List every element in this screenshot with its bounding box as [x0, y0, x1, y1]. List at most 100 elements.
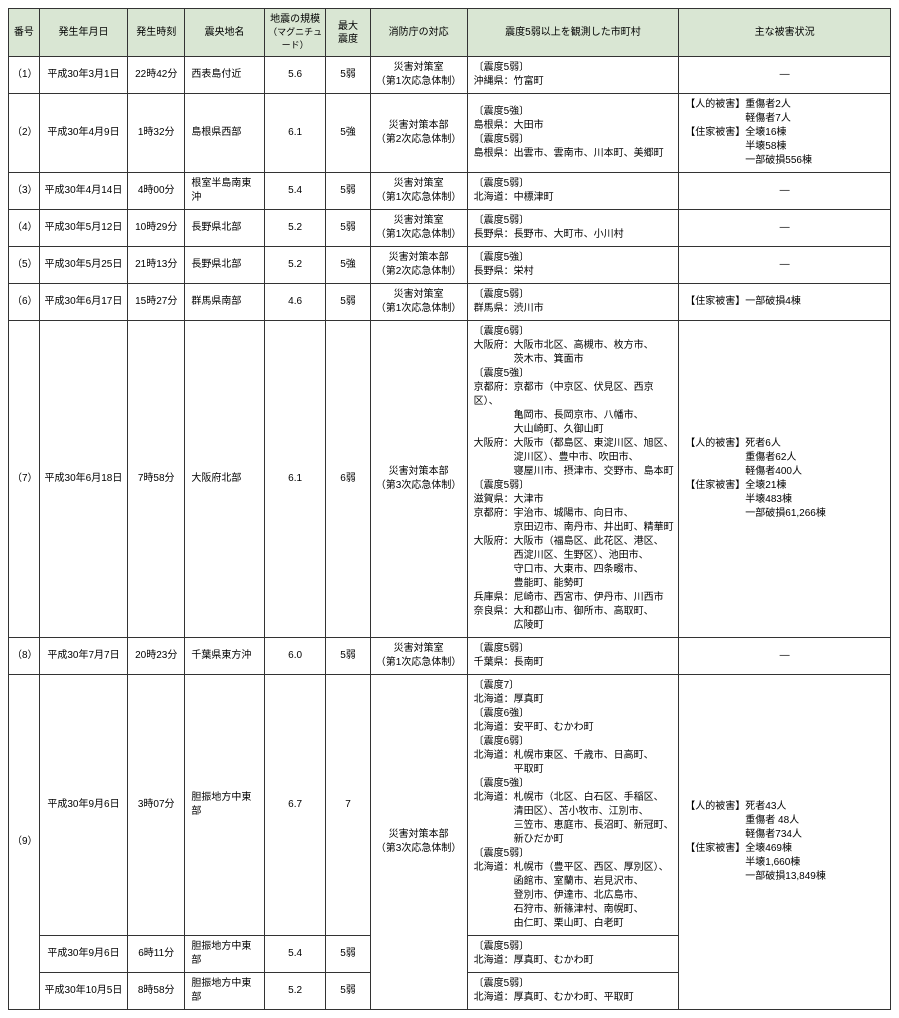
h-epicenter: 震央地名 — [185, 9, 264, 57]
h-damage: 主な被害状況 — [679, 9, 891, 57]
table-cell: 〔震度5弱〕長野県：長野市、大町市、小川村 — [467, 210, 679, 247]
table-cell: 災害対策室（第1次応急体制） — [370, 284, 467, 321]
table-cell: 災害対策本部（第3次応急体制） — [370, 321, 467, 638]
table-cell: （2） — [9, 94, 40, 173]
table-cell: 6時11分 — [128, 936, 185, 973]
table-cell: 10時29分 — [128, 210, 185, 247]
table-cell: （8） — [9, 638, 40, 675]
h-time: 発生時刻 — [128, 9, 185, 57]
table-cell: 平成30年9月6日 — [39, 936, 127, 973]
table-cell: 5.2 — [264, 973, 326, 1010]
table-cell: 胆振地方中東部 — [185, 973, 264, 1010]
h-date: 発生年月日 — [39, 9, 127, 57]
table-cell: 【人的被害】死者43人 重傷者 48人 軽傷者734人【住家被害】全壊469棟 … — [679, 675, 891, 1010]
table-cell: 〔震度6弱〕大阪府：大阪市北区、高槻市、枚方市、 茨木市、箕面市〔震度5強〕京都… — [467, 321, 679, 638]
table-cell: 1時32分 — [128, 94, 185, 173]
table-row: （4）平成30年5月12日10時29分長野県北部5.25弱災害対策室（第1次応急… — [9, 210, 891, 247]
table-cell: 大阪府北部 — [185, 321, 264, 638]
table-row: （2）平成30年4月9日1時32分島根県西部6.15強災害対策本部（第2次応急体… — [9, 94, 891, 173]
header-row: 番号 発生年月日 発生時刻 震央地名 地震の規模 （マグニチュード） 最大 震度… — [9, 9, 891, 57]
table-cell: ― — [679, 57, 891, 94]
table-cell: 15時27分 — [128, 284, 185, 321]
h-intensity: 最大 震度 — [326, 9, 370, 57]
table-cell: 5.6 — [264, 57, 326, 94]
h-num: 番号 — [9, 9, 40, 57]
earthquake-table: 番号 発生年月日 発生時刻 震央地名 地震の規模 （マグニチュード） 最大 震度… — [8, 8, 891, 1010]
table-cell: （9） — [9, 675, 40, 1010]
table-cell: 平成30年4月9日 — [39, 94, 127, 173]
table-cell: 【住家被害】一部破損4棟 — [679, 284, 891, 321]
table-cell: 【人的被害】死者6人 重傷者62人 軽傷者400人【住家被害】全壊21棟 半壊4… — [679, 321, 891, 638]
table-cell: 災害対策本部（第3次応急体制） — [370, 675, 467, 1010]
table-cell: 西表島付近 — [185, 57, 264, 94]
table-cell: 災害対策室（第1次応急体制） — [370, 210, 467, 247]
table-cell: 胆振地方中東部 — [185, 936, 264, 973]
table-cell: 根室半島南東沖 — [185, 173, 264, 210]
table-cell: 災害対策本部（第2次応急体制） — [370, 247, 467, 284]
h-magnitude: 地震の規模 （マグニチュード） — [264, 9, 326, 57]
table-cell: 災害対策室（第1次応急体制） — [370, 57, 467, 94]
table-cell: 平成30年4月14日 — [39, 173, 127, 210]
table-cell: 〔震度7〕北海道：厚真町〔震度6強〕北海道：安平町、むかわ町〔震度6弱〕北海道：… — [467, 675, 679, 936]
table-row: （8）平成30年7月7日20時23分千葉県東方沖6.05弱災害対策室（第1次応急… — [9, 638, 891, 675]
table-cell: 群馬県南部 — [185, 284, 264, 321]
table-cell: 災害対策室（第1次応急体制） — [370, 638, 467, 675]
table-cell: 平成30年6月18日 — [39, 321, 127, 638]
table-cell: 〔震度5弱〕千葉県：長南町 — [467, 638, 679, 675]
table-cell: （5） — [9, 247, 40, 284]
table-cell: 6.7 — [264, 675, 326, 936]
table-cell: 5.2 — [264, 210, 326, 247]
table-cell: ― — [679, 173, 891, 210]
table-cell: 〔震度5強〕長野県：栄村 — [467, 247, 679, 284]
table-cell: 5弱 — [326, 284, 370, 321]
table-cell: 5.2 — [264, 247, 326, 284]
table-cell: ― — [679, 210, 891, 247]
table-cell: 災害対策本部（第2次応急体制） — [370, 94, 467, 173]
table-cell: 3時07分 — [128, 675, 185, 936]
table-cell: 20時23分 — [128, 638, 185, 675]
table-cell: （3） — [9, 173, 40, 210]
table-cell: （6） — [9, 284, 40, 321]
table-cell: 5強 — [326, 247, 370, 284]
table-cell: 5弱 — [326, 973, 370, 1010]
table-cell: 島根県西部 — [185, 94, 264, 173]
table-cell: 7 — [326, 675, 370, 936]
table-row: （7）平成30年6月18日7時58分大阪府北部6.16弱災害対策本部（第3次応急… — [9, 321, 891, 638]
table-cell: 6.1 — [264, 94, 326, 173]
table-cell: 7時58分 — [128, 321, 185, 638]
table-cell: 千葉県東方沖 — [185, 638, 264, 675]
table-cell: 〔震度5弱〕北海道：中標津町 — [467, 173, 679, 210]
table-cell: 4時00分 — [128, 173, 185, 210]
table-cell: ― — [679, 638, 891, 675]
table-cell: 5弱 — [326, 638, 370, 675]
table-cell: 8時58分 — [128, 973, 185, 1010]
table-cell: 平成30年5月12日 — [39, 210, 127, 247]
table-cell: （1） — [9, 57, 40, 94]
table-row: （9）平成30年9月6日3時07分胆振地方中東部6.77災害対策本部（第3次応急… — [9, 675, 891, 936]
table-cell: 〔震度5弱〕群馬県：渋川市 — [467, 284, 679, 321]
table-cell: （7） — [9, 321, 40, 638]
table-cell: 22時42分 — [128, 57, 185, 94]
table-body: （1）平成30年3月1日22時42分西表島付近5.65弱災害対策室（第1次応急体… — [9, 57, 891, 1010]
table-row: （6）平成30年6月17日15時27分群馬県南部4.65弱災害対策室（第1次応急… — [9, 284, 891, 321]
table-cell: 6.1 — [264, 321, 326, 638]
table-cell: 長野県北部 — [185, 210, 264, 247]
table-cell: 5.4 — [264, 173, 326, 210]
table-row: （3）平成30年4月14日4時00分根室半島南東沖5.45弱災害対策室（第1次応… — [9, 173, 891, 210]
table-cell: ― — [679, 247, 891, 284]
table-cell: 5強 — [326, 94, 370, 173]
table-cell: 5弱 — [326, 173, 370, 210]
table-cell: 長野県北部 — [185, 247, 264, 284]
h-municipalities: 震度5弱以上を観測した市町村 — [467, 9, 679, 57]
table-cell: 6.0 — [264, 638, 326, 675]
table-cell: 21時13分 — [128, 247, 185, 284]
table-cell: 5弱 — [326, 57, 370, 94]
table-cell: 平成30年3月1日 — [39, 57, 127, 94]
table-row: （1）平成30年3月1日22時42分西表島付近5.65弱災害対策室（第1次応急体… — [9, 57, 891, 94]
table-row: （5）平成30年5月25日21時13分長野県北部5.25強災害対策本部（第2次応… — [9, 247, 891, 284]
table-cell: 災害対策室（第1次応急体制） — [370, 173, 467, 210]
table-cell: 【人的被害】重傷者2人 軽傷者7人【住家被害】全壊16棟 半壊58棟 一部破損5… — [679, 94, 891, 173]
h-response: 消防庁の対応 — [370, 9, 467, 57]
table-cell: 平成30年10月5日 — [39, 973, 127, 1010]
table-cell: 〔震度5弱〕北海道：厚真町、むかわ町、平取町 — [467, 973, 679, 1010]
